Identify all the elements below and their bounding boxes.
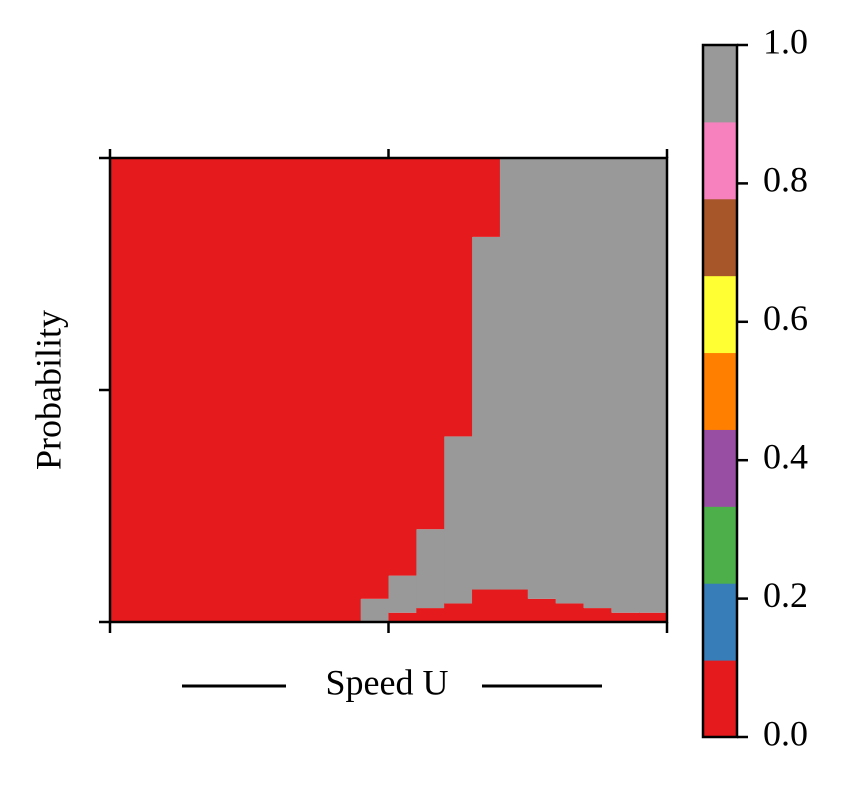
bar-segment xyxy=(249,158,278,622)
bar-segment xyxy=(388,158,417,576)
bar-segment xyxy=(639,158,668,613)
colorbar-segment xyxy=(703,352,737,430)
bar-segment xyxy=(472,236,501,590)
bar-segment xyxy=(388,575,417,613)
bar-segment xyxy=(499,158,529,590)
x-axis-label: Speed U xyxy=(326,662,449,702)
bar-segment xyxy=(221,158,250,622)
bar-segment xyxy=(611,158,640,613)
colorbar-segment xyxy=(703,121,737,200)
y-axis-label: Probability xyxy=(28,310,68,470)
colorbar-tick-label: 1.0 xyxy=(763,21,808,61)
bar-segment xyxy=(555,158,585,604)
bar-segment xyxy=(304,158,334,622)
colorbar-segment xyxy=(703,506,737,584)
bar-segment xyxy=(444,436,473,604)
colorbar-tick-label: 0.8 xyxy=(763,160,808,200)
bar-segment xyxy=(277,158,306,622)
bar-segment xyxy=(165,158,195,622)
colorbar-frame xyxy=(701,43,739,739)
colorbar-segment xyxy=(703,660,737,738)
bar-segment xyxy=(416,158,445,530)
bar-segment xyxy=(416,608,445,622)
colorbar-tick-label: 0.2 xyxy=(763,575,808,615)
colorbar-tick-label: 0.6 xyxy=(763,298,808,338)
bar-segment xyxy=(110,158,139,622)
bar-segment xyxy=(444,603,473,622)
bar-segment xyxy=(611,612,640,622)
colorbar-segment xyxy=(703,275,737,354)
colorbar-segment xyxy=(703,429,737,507)
colorbar-tick-label: 0.0 xyxy=(763,713,808,753)
bar-segment xyxy=(472,589,501,622)
bar-segment xyxy=(388,612,417,622)
colorbar-segment xyxy=(703,583,737,661)
bar-segment xyxy=(583,158,612,609)
bar-segment xyxy=(360,158,390,599)
bar-segment xyxy=(360,598,390,622)
bar-segment xyxy=(416,529,445,609)
bar-segment xyxy=(332,158,362,622)
bar-segment xyxy=(444,158,473,437)
bar-segment xyxy=(583,608,612,622)
colorbar-segment xyxy=(703,45,737,123)
bar-segment xyxy=(527,598,557,622)
colorbar-tick-label: 0.4 xyxy=(763,436,808,476)
bar-segment xyxy=(555,603,585,622)
bar-segment xyxy=(137,158,167,622)
colorbar-segment xyxy=(703,198,737,277)
bar-segment xyxy=(193,158,222,622)
bar-segment xyxy=(639,612,668,622)
bar-segment xyxy=(472,158,501,237)
bar-segment xyxy=(527,158,557,599)
bar-segment xyxy=(499,589,529,622)
